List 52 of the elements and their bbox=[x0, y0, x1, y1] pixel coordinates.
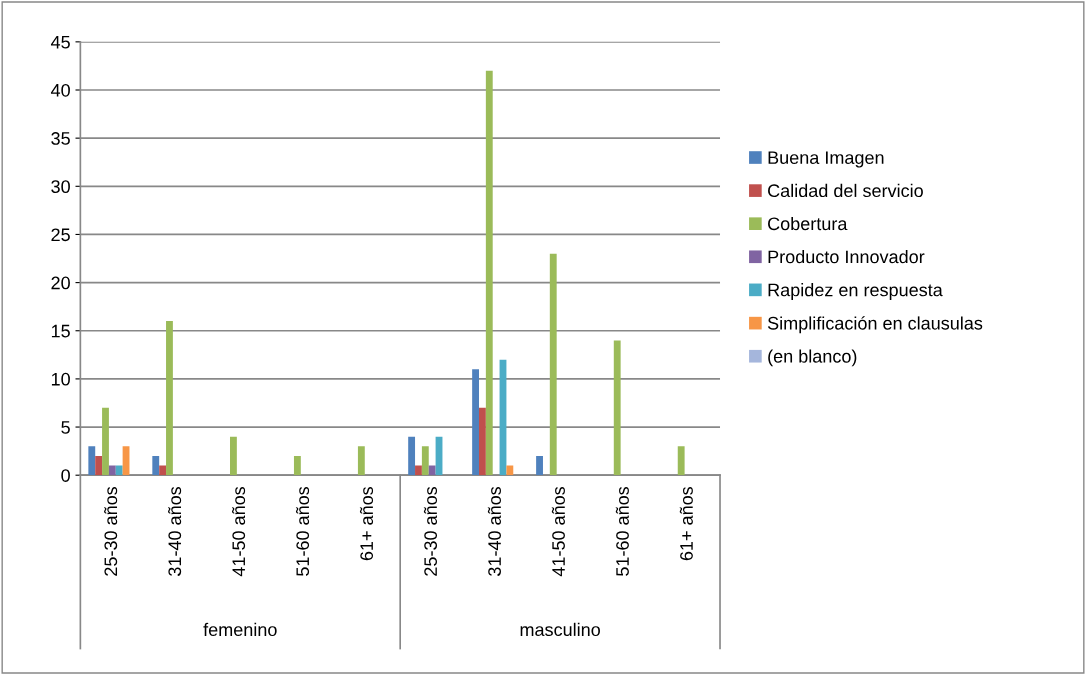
bar bbox=[293, 455, 301, 476]
y-tick-label: 0 bbox=[61, 469, 70, 482]
bar bbox=[506, 465, 514, 476]
bar bbox=[677, 446, 685, 476]
legend-label: (en blanco) bbox=[768, 349, 857, 367]
bar bbox=[613, 340, 621, 476]
x-tick-label: 41-50 años bbox=[551, 486, 565, 577]
x-tick-label: 31-40 años bbox=[487, 486, 501, 576]
x-tick-label: 51-60 años bbox=[295, 486, 310, 576]
legend-label: Rapidez en respuesta bbox=[768, 283, 943, 300]
x-tick-label: 25-30 años bbox=[423, 486, 438, 576]
bar bbox=[428, 465, 436, 476]
bar bbox=[115, 465, 123, 476]
bar bbox=[472, 369, 480, 476]
bar bbox=[108, 465, 116, 476]
y-tick-label: 35 bbox=[51, 132, 70, 145]
x-tick-label: 61+ años bbox=[359, 486, 374, 561]
bar bbox=[159, 465, 167, 476]
legend-label: Calidad del servicio bbox=[768, 183, 923, 198]
y-tick-label: 25 bbox=[51, 228, 70, 242]
y-tick-label: 15 bbox=[51, 324, 70, 338]
bar bbox=[485, 70, 493, 476]
x-tick-label: 41-50 años bbox=[231, 486, 246, 577]
bar bbox=[479, 407, 486, 476]
legend-label: Producto Innovador bbox=[768, 250, 925, 264]
bar bbox=[421, 446, 429, 476]
y-tick-label: 40 bbox=[50, 83, 70, 97]
x-tick-label: 51-60 años bbox=[615, 486, 629, 576]
bar bbox=[408, 436, 416, 476]
text: masculino bbox=[520, 622, 600, 637]
y-tick-label: 30 bbox=[51, 180, 70, 194]
bar bbox=[95, 455, 103, 476]
x-tick-label: 61+ años bbox=[679, 486, 693, 561]
bar bbox=[357, 446, 365, 476]
bar bbox=[88, 446, 96, 476]
bar bbox=[536, 455, 543, 476]
bar bbox=[102, 407, 109, 476]
legend-label: Buena Imagen bbox=[768, 151, 884, 168]
x-tick-label: 31-40 años bbox=[168, 486, 182, 576]
bar bbox=[152, 455, 160, 476]
bar bbox=[230, 436, 237, 476]
legend-label: Simplificación en clausulas bbox=[767, 316, 983, 334]
bar bbox=[549, 253, 557, 476]
bar bbox=[415, 465, 422, 476]
y-tick-label: 20 bbox=[51, 276, 70, 290]
bar bbox=[166, 321, 173, 476]
y-tick-label: 45 bbox=[50, 35, 70, 49]
y-tick-label: 5 bbox=[61, 421, 70, 434]
legend-label: Cobertura bbox=[768, 216, 848, 231]
x-tick-label: 25-30 años bbox=[104, 486, 118, 576]
text: femenino bbox=[203, 622, 277, 637]
y-tick-label: 10 bbox=[51, 372, 70, 386]
